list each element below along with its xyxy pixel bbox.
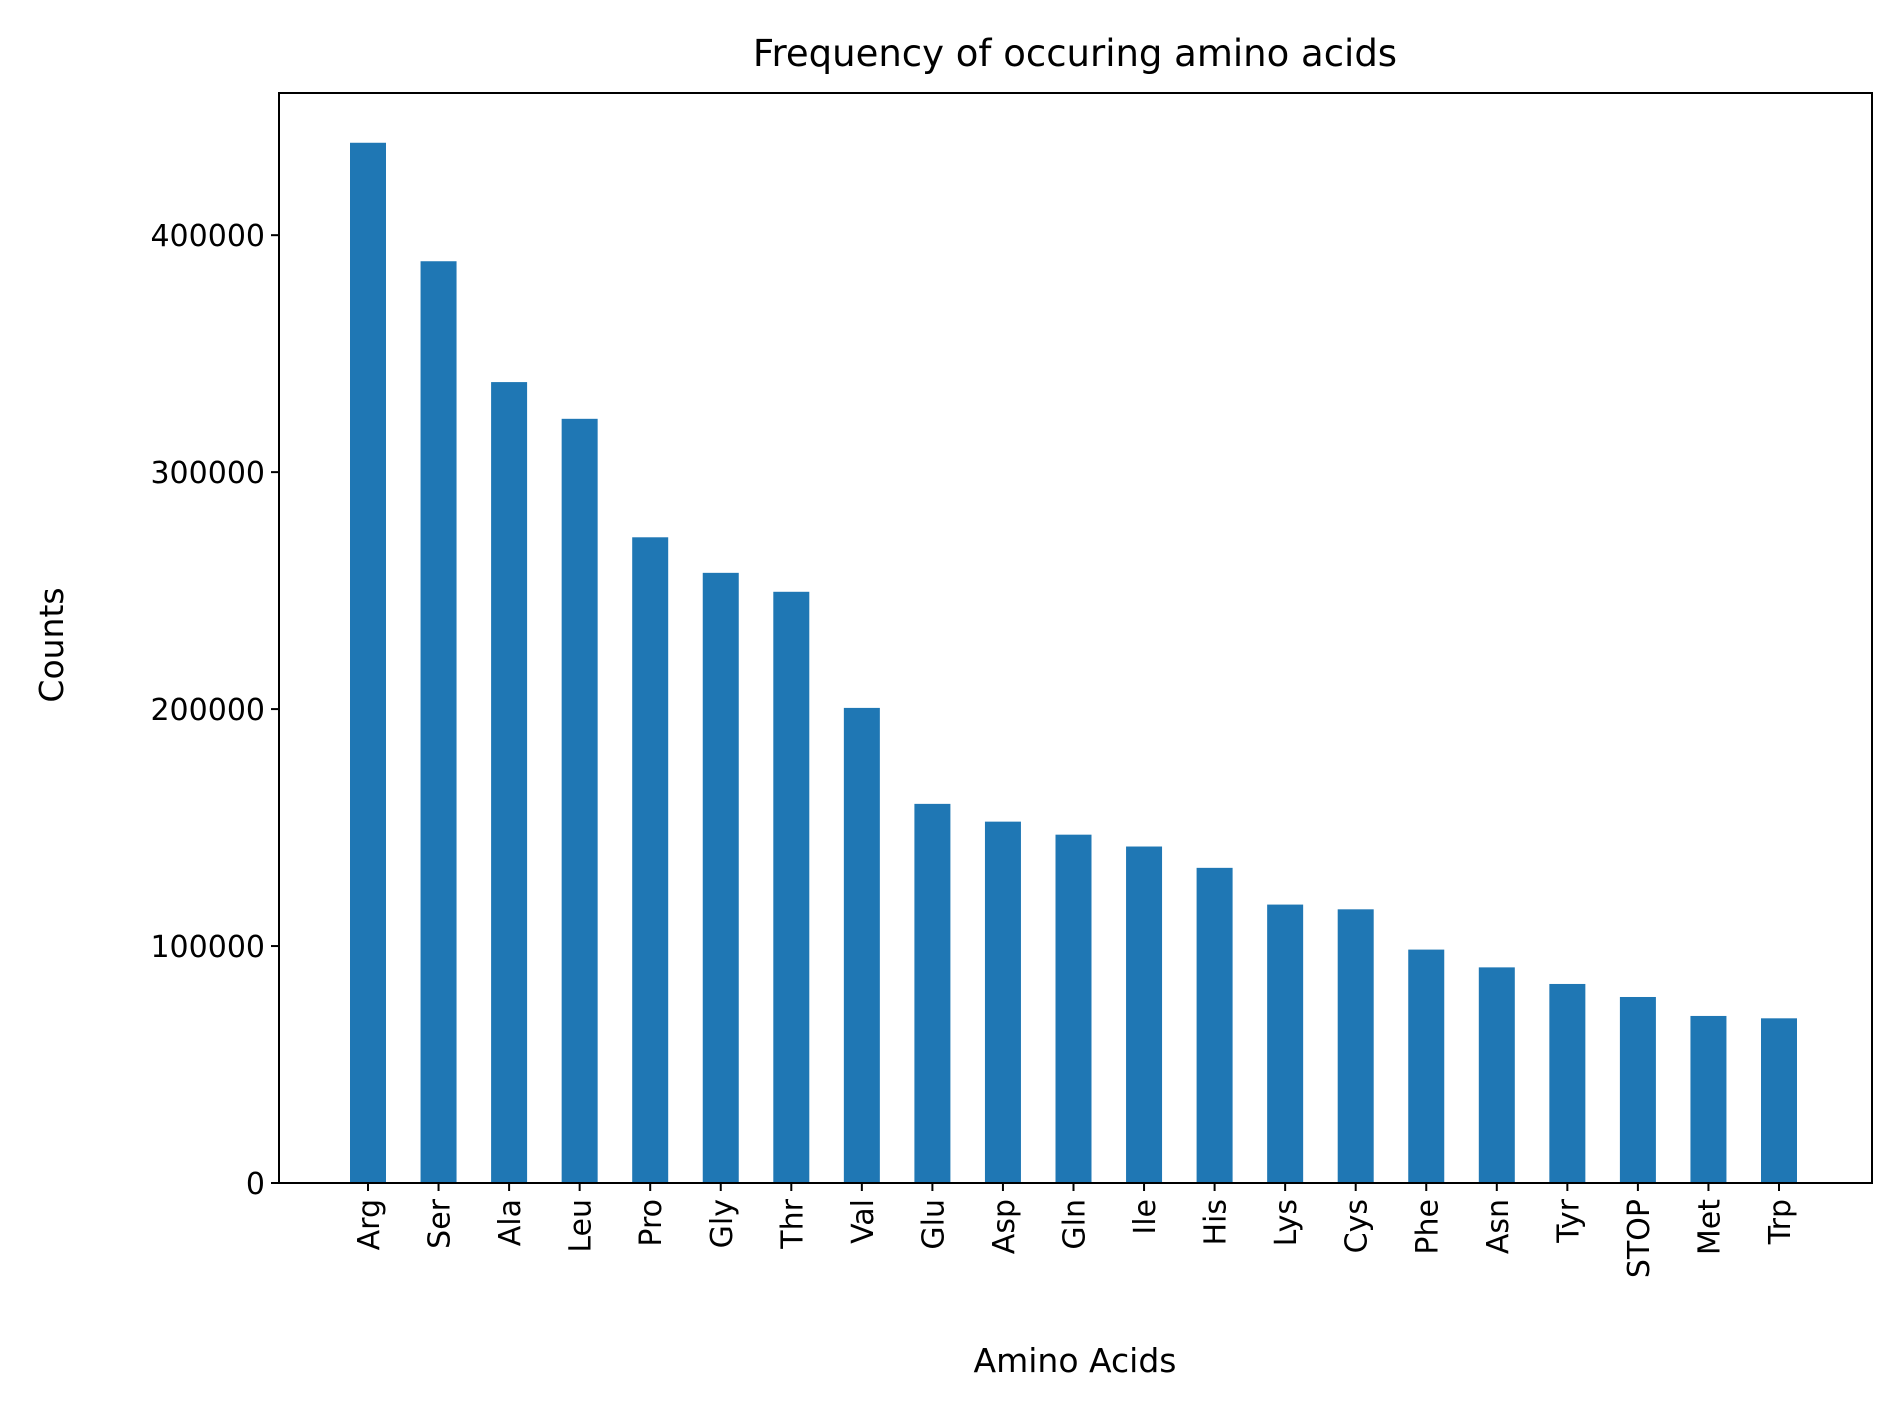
y-tick-label: 100000: [150, 930, 265, 965]
x-tick-label: Asp: [987, 1199, 1022, 1254]
bar-cys: [1337, 909, 1374, 1183]
bar-met: [1690, 1015, 1727, 1183]
x-tick-label: Thr: [775, 1198, 810, 1249]
bar-gly: [702, 572, 739, 1183]
x-tick-label: Cys: [1340, 1199, 1375, 1253]
x-tick-label: Tyr: [1551, 1198, 1586, 1243]
bar-lys: [1267, 904, 1304, 1183]
x-tick-label: STOP: [1622, 1199, 1657, 1278]
bar-arg: [350, 142, 386, 1183]
x-tick-label: Pro: [634, 1199, 669, 1247]
chart-title: Frequency of occuring amino acids: [753, 32, 1397, 75]
bar-his: [1196, 867, 1233, 1183]
bar-pro: [632, 537, 669, 1183]
bar-ile: [1126, 846, 1163, 1183]
x-tick-label: Gly: [705, 1199, 740, 1248]
x-tick-label: Met: [1692, 1199, 1727, 1255]
bars: [350, 142, 1797, 1184]
bar-trp: [1761, 1018, 1797, 1183]
y-tick-label: 0: [246, 1167, 265, 1202]
x-tick-label: Arg: [352, 1199, 387, 1250]
y-axis-label: Counts: [32, 587, 71, 702]
y-tick-label: 200000: [150, 693, 265, 728]
bar-tyr: [1549, 983, 1586, 1183]
x-tick-label: Trp: [1763, 1199, 1798, 1245]
x-tick-label: Asn: [1481, 1199, 1516, 1254]
x-tick-label: Ser: [423, 1198, 458, 1249]
x-axis-ticks: Arg Ser Ala Leu Pro Gly Thr Val Glu Asp Gln Ile His L…: [352, 1183, 1798, 1278]
bar-ala: [491, 382, 528, 1184]
bar-glu: [914, 803, 951, 1183]
plot-frame: [278, 92, 1873, 1184]
bar-stop: [1619, 996, 1656, 1183]
x-tick-label: Ile: [1128, 1199, 1163, 1235]
x-axis-label: Amino Acids: [974, 1341, 1177, 1380]
x-tick-label: Ala: [493, 1199, 528, 1246]
bar-phe: [1408, 949, 1445, 1183]
bar-thr: [773, 591, 810, 1183]
y-tick-label: 400000: [150, 219, 265, 254]
x-tick-label: Gln: [1058, 1199, 1093, 1250]
y-axis-ticks: 0 100000 200000 300000 400000: [150, 219, 279, 1202]
x-tick-label: His: [1199, 1199, 1234, 1246]
x-tick-label: Val: [846, 1199, 881, 1244]
x-tick-label: Phe: [1410, 1199, 1445, 1255]
bar-asn: [1478, 967, 1515, 1183]
x-tick-label: Glu: [916, 1199, 951, 1250]
y-tick-label: 300000: [150, 456, 265, 491]
bar-val: [843, 707, 880, 1183]
bar-ser: [420, 261, 457, 1183]
bar-asp: [984, 821, 1021, 1183]
bar-gln: [1055, 834, 1092, 1183]
x-tick-label: Lys: [1269, 1199, 1304, 1246]
bar-leu: [561, 418, 598, 1183]
x-tick-label: Leu: [564, 1199, 599, 1253]
